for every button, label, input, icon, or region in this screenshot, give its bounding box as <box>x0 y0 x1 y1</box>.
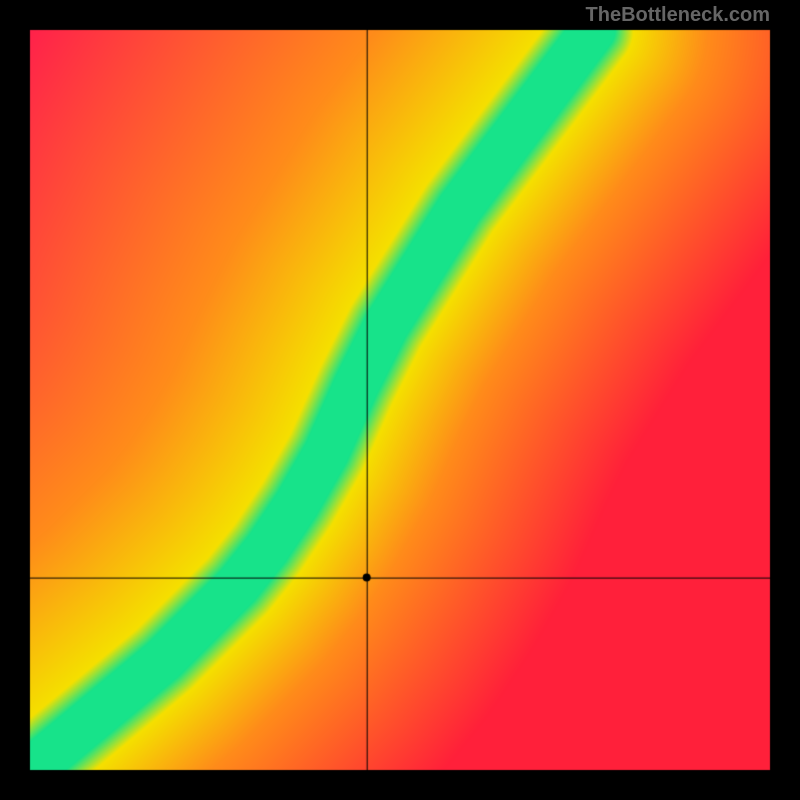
chart-container: TheBottleneck.com <box>0 0 800 800</box>
watermark-text: TheBottleneck.com <box>586 4 770 27</box>
heatmap-canvas <box>0 0 800 800</box>
